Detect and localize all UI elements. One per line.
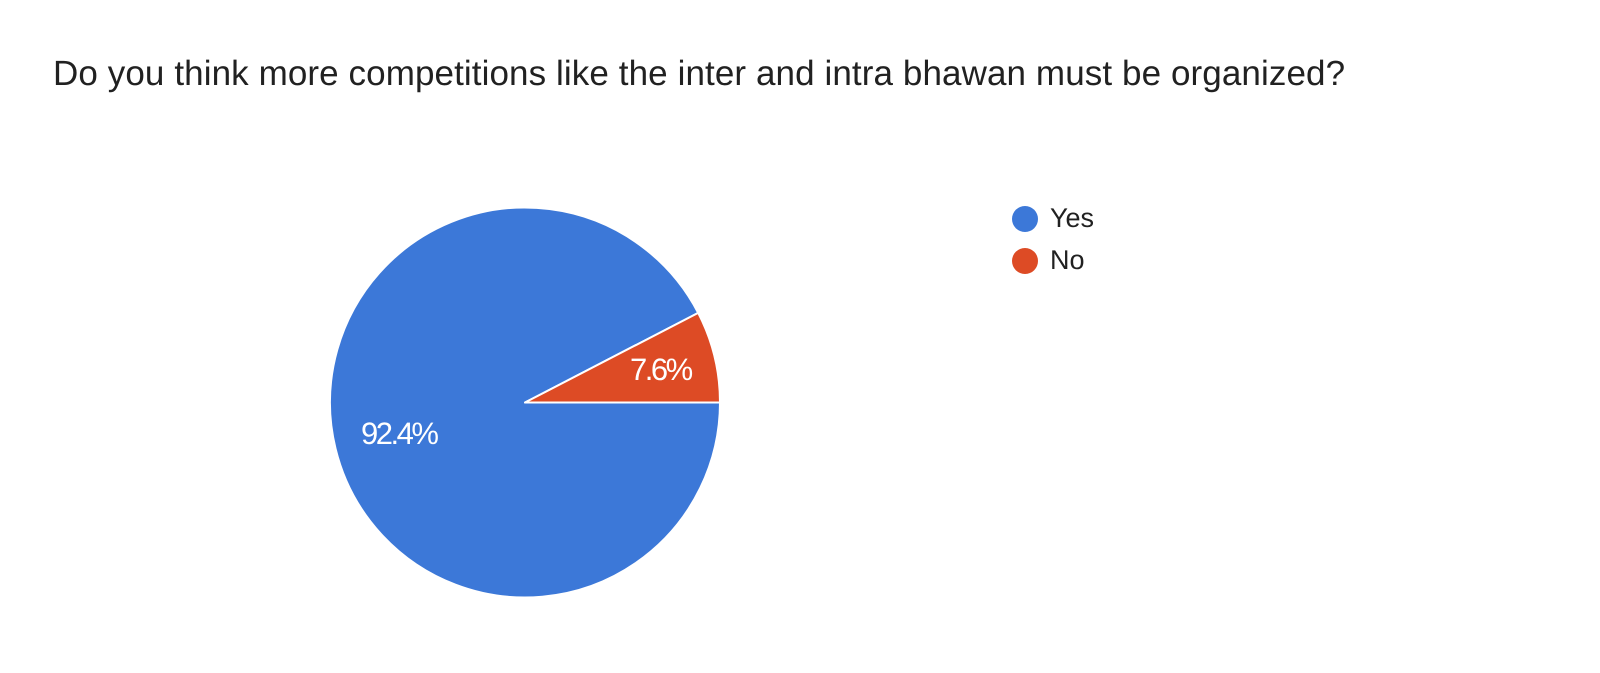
svg-text:92.4%: 92.4% xyxy=(361,416,438,451)
svg-text:7.6%: 7.6% xyxy=(630,352,693,387)
